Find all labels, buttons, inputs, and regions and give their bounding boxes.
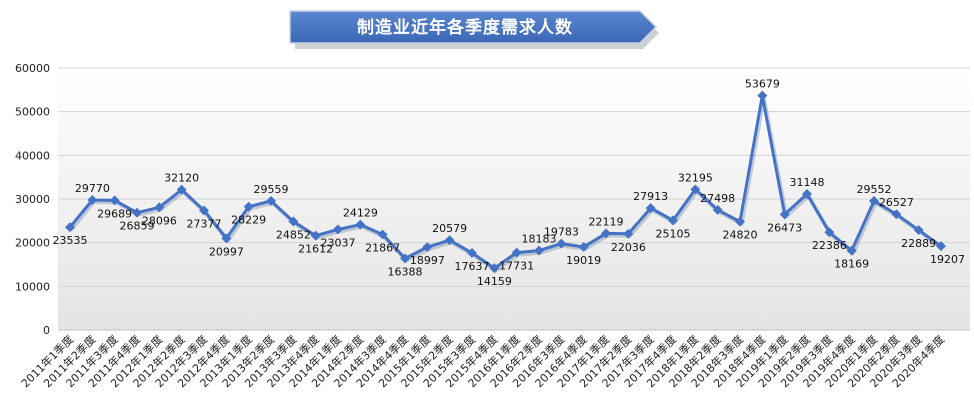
y-axis: 0 10000 20000 30000 40000 50000 60000 bbox=[15, 62, 50, 337]
data-point bbox=[645, 203, 656, 214]
series-layer bbox=[65, 90, 946, 274]
data-label: 19207 bbox=[930, 253, 965, 266]
data-point bbox=[221, 233, 232, 244]
data-point bbox=[333, 224, 343, 235]
data-label: 32195 bbox=[678, 171, 713, 184]
data-label: 29770 bbox=[75, 182, 110, 195]
data-point bbox=[176, 184, 187, 195]
data-label: 24129 bbox=[343, 207, 378, 220]
data-point bbox=[444, 235, 455, 246]
chart-title: 制造业近年各季度需求人数 bbox=[357, 18, 573, 38]
data-point bbox=[779, 209, 790, 220]
data-label: 18997 bbox=[410, 254, 445, 267]
data-label: 17637 bbox=[455, 260, 490, 273]
data-label: 29559 bbox=[254, 183, 289, 196]
data-point bbox=[802, 189, 812, 199]
data-label: 53679 bbox=[745, 78, 780, 91]
data-point bbox=[511, 247, 522, 258]
data-label: 28229 bbox=[231, 214, 266, 227]
data-point bbox=[556, 238, 567, 249]
data-point bbox=[601, 228, 611, 239]
data-point bbox=[132, 207, 142, 218]
data-point bbox=[266, 195, 276, 206]
data-point bbox=[690, 184, 701, 195]
y-tick-label: 10000 bbox=[15, 280, 50, 293]
data-point bbox=[310, 230, 321, 241]
data-label: 17731 bbox=[499, 260, 534, 273]
data-label: 26473 bbox=[767, 221, 802, 234]
data-label: 26859 bbox=[120, 220, 155, 233]
data-label: 19783 bbox=[544, 226, 579, 239]
data-label: 14159 bbox=[477, 275, 512, 288]
data-point bbox=[869, 196, 879, 206]
y-tick-label: 20000 bbox=[15, 237, 50, 250]
series-line bbox=[68, 94, 942, 270]
data-label: 31148 bbox=[790, 176, 825, 189]
data-label: 22386 bbox=[812, 239, 847, 252]
y-tick-label: 60000 bbox=[15, 62, 50, 75]
data-point bbox=[936, 241, 946, 252]
y-tick-label: 40000 bbox=[15, 149, 50, 162]
data-label: 24820 bbox=[723, 229, 758, 242]
data-label: 16388 bbox=[388, 265, 423, 278]
data-label: 20997 bbox=[209, 245, 244, 258]
data-point bbox=[355, 219, 366, 230]
data-label: 22889 bbox=[901, 237, 936, 250]
data-point bbox=[400, 253, 410, 264]
data-point bbox=[578, 242, 589, 252]
data-point bbox=[87, 195, 98, 205]
data-label: 29689 bbox=[97, 207, 132, 220]
data-label: 27377 bbox=[187, 217, 222, 230]
data-label: 22036 bbox=[611, 241, 646, 254]
data-point bbox=[913, 225, 924, 236]
data-point bbox=[712, 204, 723, 215]
data-point bbox=[422, 242, 433, 252]
y-tick-label: 50000 bbox=[15, 106, 50, 119]
data-point bbox=[534, 245, 544, 256]
data-point bbox=[467, 248, 477, 258]
title-banner bbox=[289, 10, 659, 49]
data-label: 25105 bbox=[656, 227, 691, 240]
data-label: 20579 bbox=[432, 222, 467, 235]
y-tick-label: 0 bbox=[43, 324, 50, 337]
data-label: 28096 bbox=[142, 214, 177, 227]
data-point bbox=[623, 228, 634, 239]
data-label: 27498 bbox=[700, 192, 735, 205]
data-label: 27913 bbox=[633, 190, 668, 203]
data-point bbox=[891, 209, 902, 220]
data-point bbox=[243, 201, 254, 212]
x-axis: 2011年1季度2011年2季度2011年3季度2011年4季度2012年1季度… bbox=[18, 329, 970, 390]
data-label: 26527 bbox=[879, 196, 914, 209]
data-label: 21612 bbox=[298, 243, 333, 256]
data-point bbox=[846, 245, 857, 256]
data-point bbox=[154, 202, 165, 213]
data-point bbox=[288, 216, 299, 227]
data-label: 21867 bbox=[365, 242, 400, 255]
data-label: 32120 bbox=[164, 172, 199, 185]
data-point bbox=[757, 90, 768, 101]
data-label: 24852 bbox=[276, 228, 311, 241]
data-point bbox=[668, 215, 678, 226]
data-label: 23037 bbox=[321, 236, 356, 249]
data-point bbox=[377, 229, 388, 240]
data-label: 23535 bbox=[53, 234, 88, 247]
data-label: 18169 bbox=[834, 258, 869, 271]
data-label: 29552 bbox=[857, 183, 892, 196]
y-tick-label: 30000 bbox=[15, 193, 50, 206]
data-point bbox=[824, 227, 835, 238]
data-point bbox=[65, 222, 75, 233]
data-point bbox=[199, 205, 209, 216]
data-label: 22119 bbox=[589, 215, 624, 228]
data-point bbox=[489, 263, 500, 274]
data-point bbox=[109, 195, 120, 206]
data-label: 19019 bbox=[566, 254, 601, 267]
data-label: 18183 bbox=[522, 233, 557, 246]
data-point bbox=[735, 216, 745, 227]
